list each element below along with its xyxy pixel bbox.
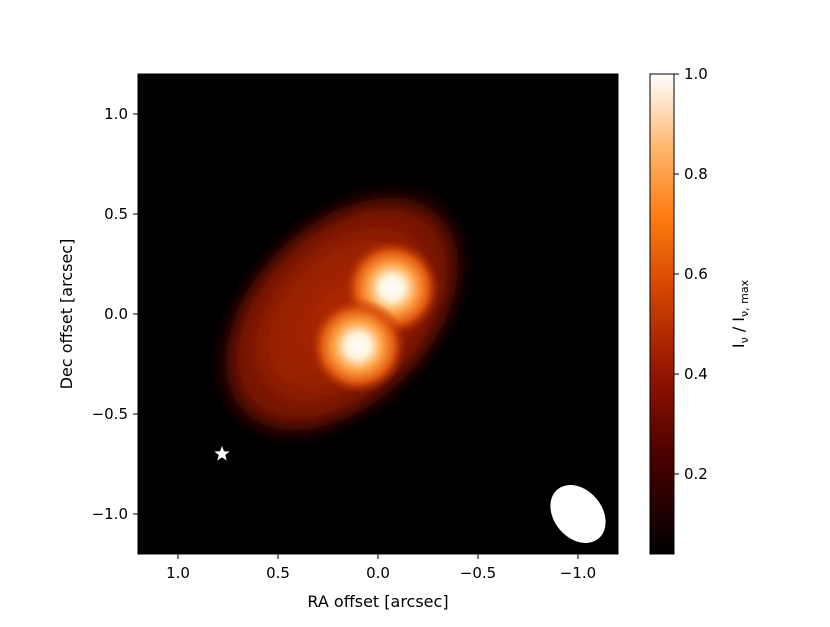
x-tick-label: −0.5 — [460, 564, 496, 582]
y-axis: 1.0 0.5 0.0 −0.5 −1.0 — [92, 105, 138, 523]
colorbar-tick-label: 0.8 — [684, 165, 708, 183]
x-tick-label: 1.0 — [166, 564, 190, 582]
x-axis-label: RA offset [arcsec] — [307, 592, 448, 611]
y-tick-label: 0.0 — [104, 305, 128, 323]
colorbar-tick-label: 1.0 — [684, 65, 708, 83]
y-tick-label: 1.0 — [104, 105, 128, 123]
colorbar — [650, 74, 674, 554]
y-tick-label: 0.5 — [104, 205, 128, 223]
y-tick-label: −1.0 — [92, 505, 128, 523]
colorbar-ticks: 0.2 0.4 0.6 0.8 1.0 — [674, 65, 708, 483]
x-tick-label: −1.0 — [560, 564, 596, 582]
star-position-icon — [214, 446, 230, 461]
beam-ellipse — [550, 485, 606, 543]
colorbar-tick-label: 0.4 — [684, 365, 708, 383]
colorbar-tick-label: 0.2 — [684, 465, 708, 483]
colorbar-label: Iν / Iν, max — [729, 279, 751, 348]
y-axis-label: Dec offset [arcsec] — [57, 239, 76, 390]
y-tick-label: −0.5 — [92, 405, 128, 423]
compact-source-2 — [310, 298, 406, 394]
x-tick-label: 0.0 — [366, 564, 390, 582]
x-axis: 1.0 0.5 0.0 −0.5 −1.0 — [166, 554, 596, 582]
colorbar-tick-label: 0.6 — [684, 265, 708, 283]
x-tick-label: 0.5 — [266, 564, 290, 582]
colorbar-frame — [649, 73, 675, 555]
intensity-map — [138, 74, 618, 554]
